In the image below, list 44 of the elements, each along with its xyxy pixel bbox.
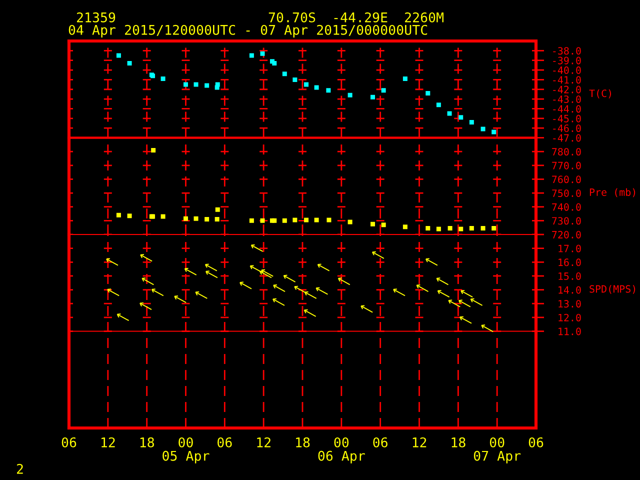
x-tick-label: 18 bbox=[140, 437, 154, 448]
y-tick-label: 12.0 bbox=[558, 314, 581, 322]
x-tick-label: 06 bbox=[218, 437, 232, 448]
y-tick-label: 11.0 bbox=[558, 328, 581, 336]
y-tick-label: 730.0 bbox=[552, 217, 581, 225]
y-tick-label: -47.0 bbox=[553, 134, 581, 142]
y-tick-label: -43.0 bbox=[553, 95, 581, 104]
y-tick-label: 780.0 bbox=[552, 148, 581, 156]
y-tick-label: 16.0 bbox=[558, 258, 581, 266]
chart-subtitle: 04 Apr 2015/120000UTC - 07 Apr 2015/000000UTC bbox=[68, 24, 428, 38]
x-tick-label: 12 bbox=[257, 437, 270, 448]
x-tick-label: 00 07 Apr bbox=[474, 437, 521, 464]
y-tick-label: -45.0 bbox=[553, 114, 581, 122]
y-tick-label: 740.0 bbox=[552, 203, 581, 211]
y-tick-label: 750.0 bbox=[552, 189, 581, 198]
y-tick-label: 760.0 bbox=[552, 176, 581, 184]
y-tick-label: -40.0 bbox=[553, 66, 581, 74]
y-tick-label: 14.0 bbox=[558, 286, 581, 294]
x-tick-label: 06 bbox=[373, 437, 388, 448]
x-tick-label: 06 bbox=[62, 437, 76, 448]
text: 2 bbox=[16, 464, 23, 474]
x-tick-label: 18 bbox=[452, 437, 466, 448]
x-tick-label: 00 05 Apr bbox=[162, 437, 210, 464]
y-axis-title: Pre (mb) bbox=[590, 188, 636, 198]
y-tick-label: -41.0 bbox=[553, 76, 581, 84]
y-tick-label: -42.0 bbox=[553, 86, 581, 94]
chart-title: 21359 bbox=[76, 12, 116, 22]
x-tick-label: 18 bbox=[296, 437, 310, 448]
y-tick-label: -44.0 bbox=[553, 105, 581, 113]
x-tick-label: 06 bbox=[528, 437, 544, 448]
y-tick-label: -39.0 bbox=[553, 56, 581, 64]
x-tick-label: 12 bbox=[102, 437, 115, 448]
y-axis-title: SPD(MPS) bbox=[590, 284, 636, 294]
y-tick-label: 13.0 bbox=[558, 300, 581, 308]
y-axis-title: T(C) bbox=[589, 89, 611, 98]
text: 70.70S -44.29E 2260M bbox=[268, 12, 444, 22]
y-tick-label: 770.0 bbox=[552, 162, 581, 170]
y-tick-label: -46.0 bbox=[553, 124, 581, 132]
y-tick-label: 15.0 bbox=[558, 272, 581, 280]
x-tick-label: 00 06 Apr bbox=[318, 437, 365, 464]
y-tick-label: 17.0 bbox=[558, 244, 581, 252]
y-tick-label: -38.0 bbox=[553, 47, 581, 55]
y-tick-label: 720.0 bbox=[552, 230, 581, 238]
x-tick-label: 12 bbox=[412, 437, 426, 448]
